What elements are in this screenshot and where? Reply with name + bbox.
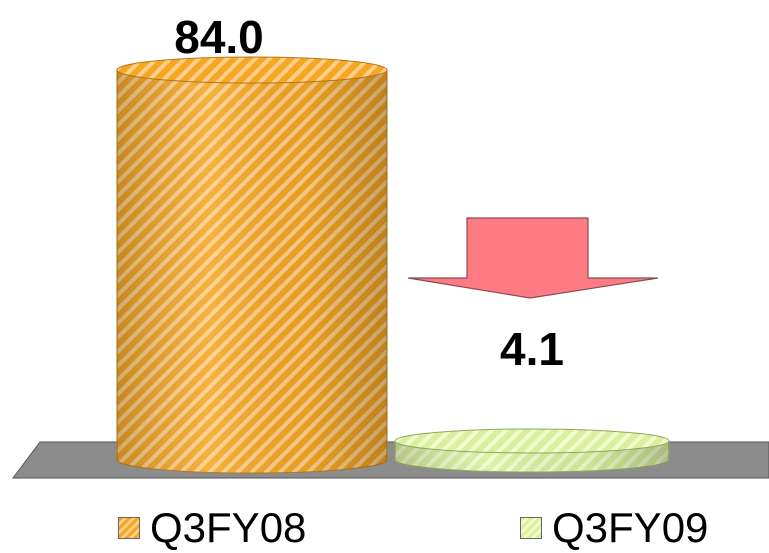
data-label-q3fy09: 4.1 bbox=[500, 323, 564, 375]
legend: Q3FY08 Q3FY09 bbox=[0, 505, 769, 553]
legend-item-q3fy08: Q3FY08 bbox=[118, 505, 306, 551]
legend-swatch-q3fy08 bbox=[118, 517, 140, 539]
data-label-q3fy08: 84.0 bbox=[174, 11, 264, 63]
bar-top-q3fy08 bbox=[116, 56, 388, 84]
legend-label-q3fy09: Q3FY09 bbox=[552, 504, 709, 551]
legend-swatch-q3fy09 bbox=[520, 517, 542, 539]
bar-shading-q3fy08 bbox=[117, 70, 387, 473]
bars-layer bbox=[116, 56, 670, 474]
down-arrow-icon bbox=[407, 217, 659, 299]
legend-label-q3fy08: Q3FY08 bbox=[150, 504, 307, 551]
bar-q3fy09 bbox=[394, 428, 670, 473]
bar-q3fy08 bbox=[116, 56, 388, 474]
bar-top-q3fy09 bbox=[394, 428, 670, 454]
legend-item-q3fy09: Q3FY09 bbox=[520, 505, 708, 551]
